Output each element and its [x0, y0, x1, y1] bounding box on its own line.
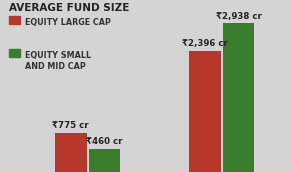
Bar — [55, 133, 86, 172]
Text: EQUITY LARGE CAP: EQUITY LARGE CAP — [25, 18, 111, 27]
Text: ₹2,396 cr: ₹2,396 cr — [182, 39, 228, 48]
Text: ₹775 cr: ₹775 cr — [53, 121, 89, 130]
Text: ₹2,938 cr: ₹2,938 cr — [216, 12, 262, 21]
Bar — [89, 149, 120, 172]
Text: ₹460 cr: ₹460 cr — [86, 137, 123, 146]
Text: AVERAGE FUND SIZE: AVERAGE FUND SIZE — [9, 3, 129, 13]
Bar — [190, 51, 221, 172]
Text: EQUITY SMALL: EQUITY SMALL — [25, 51, 91, 60]
Bar — [9, 16, 20, 24]
Bar — [9, 49, 20, 57]
Text: AND MID CAP: AND MID CAP — [25, 62, 86, 71]
Bar — [223, 23, 254, 172]
